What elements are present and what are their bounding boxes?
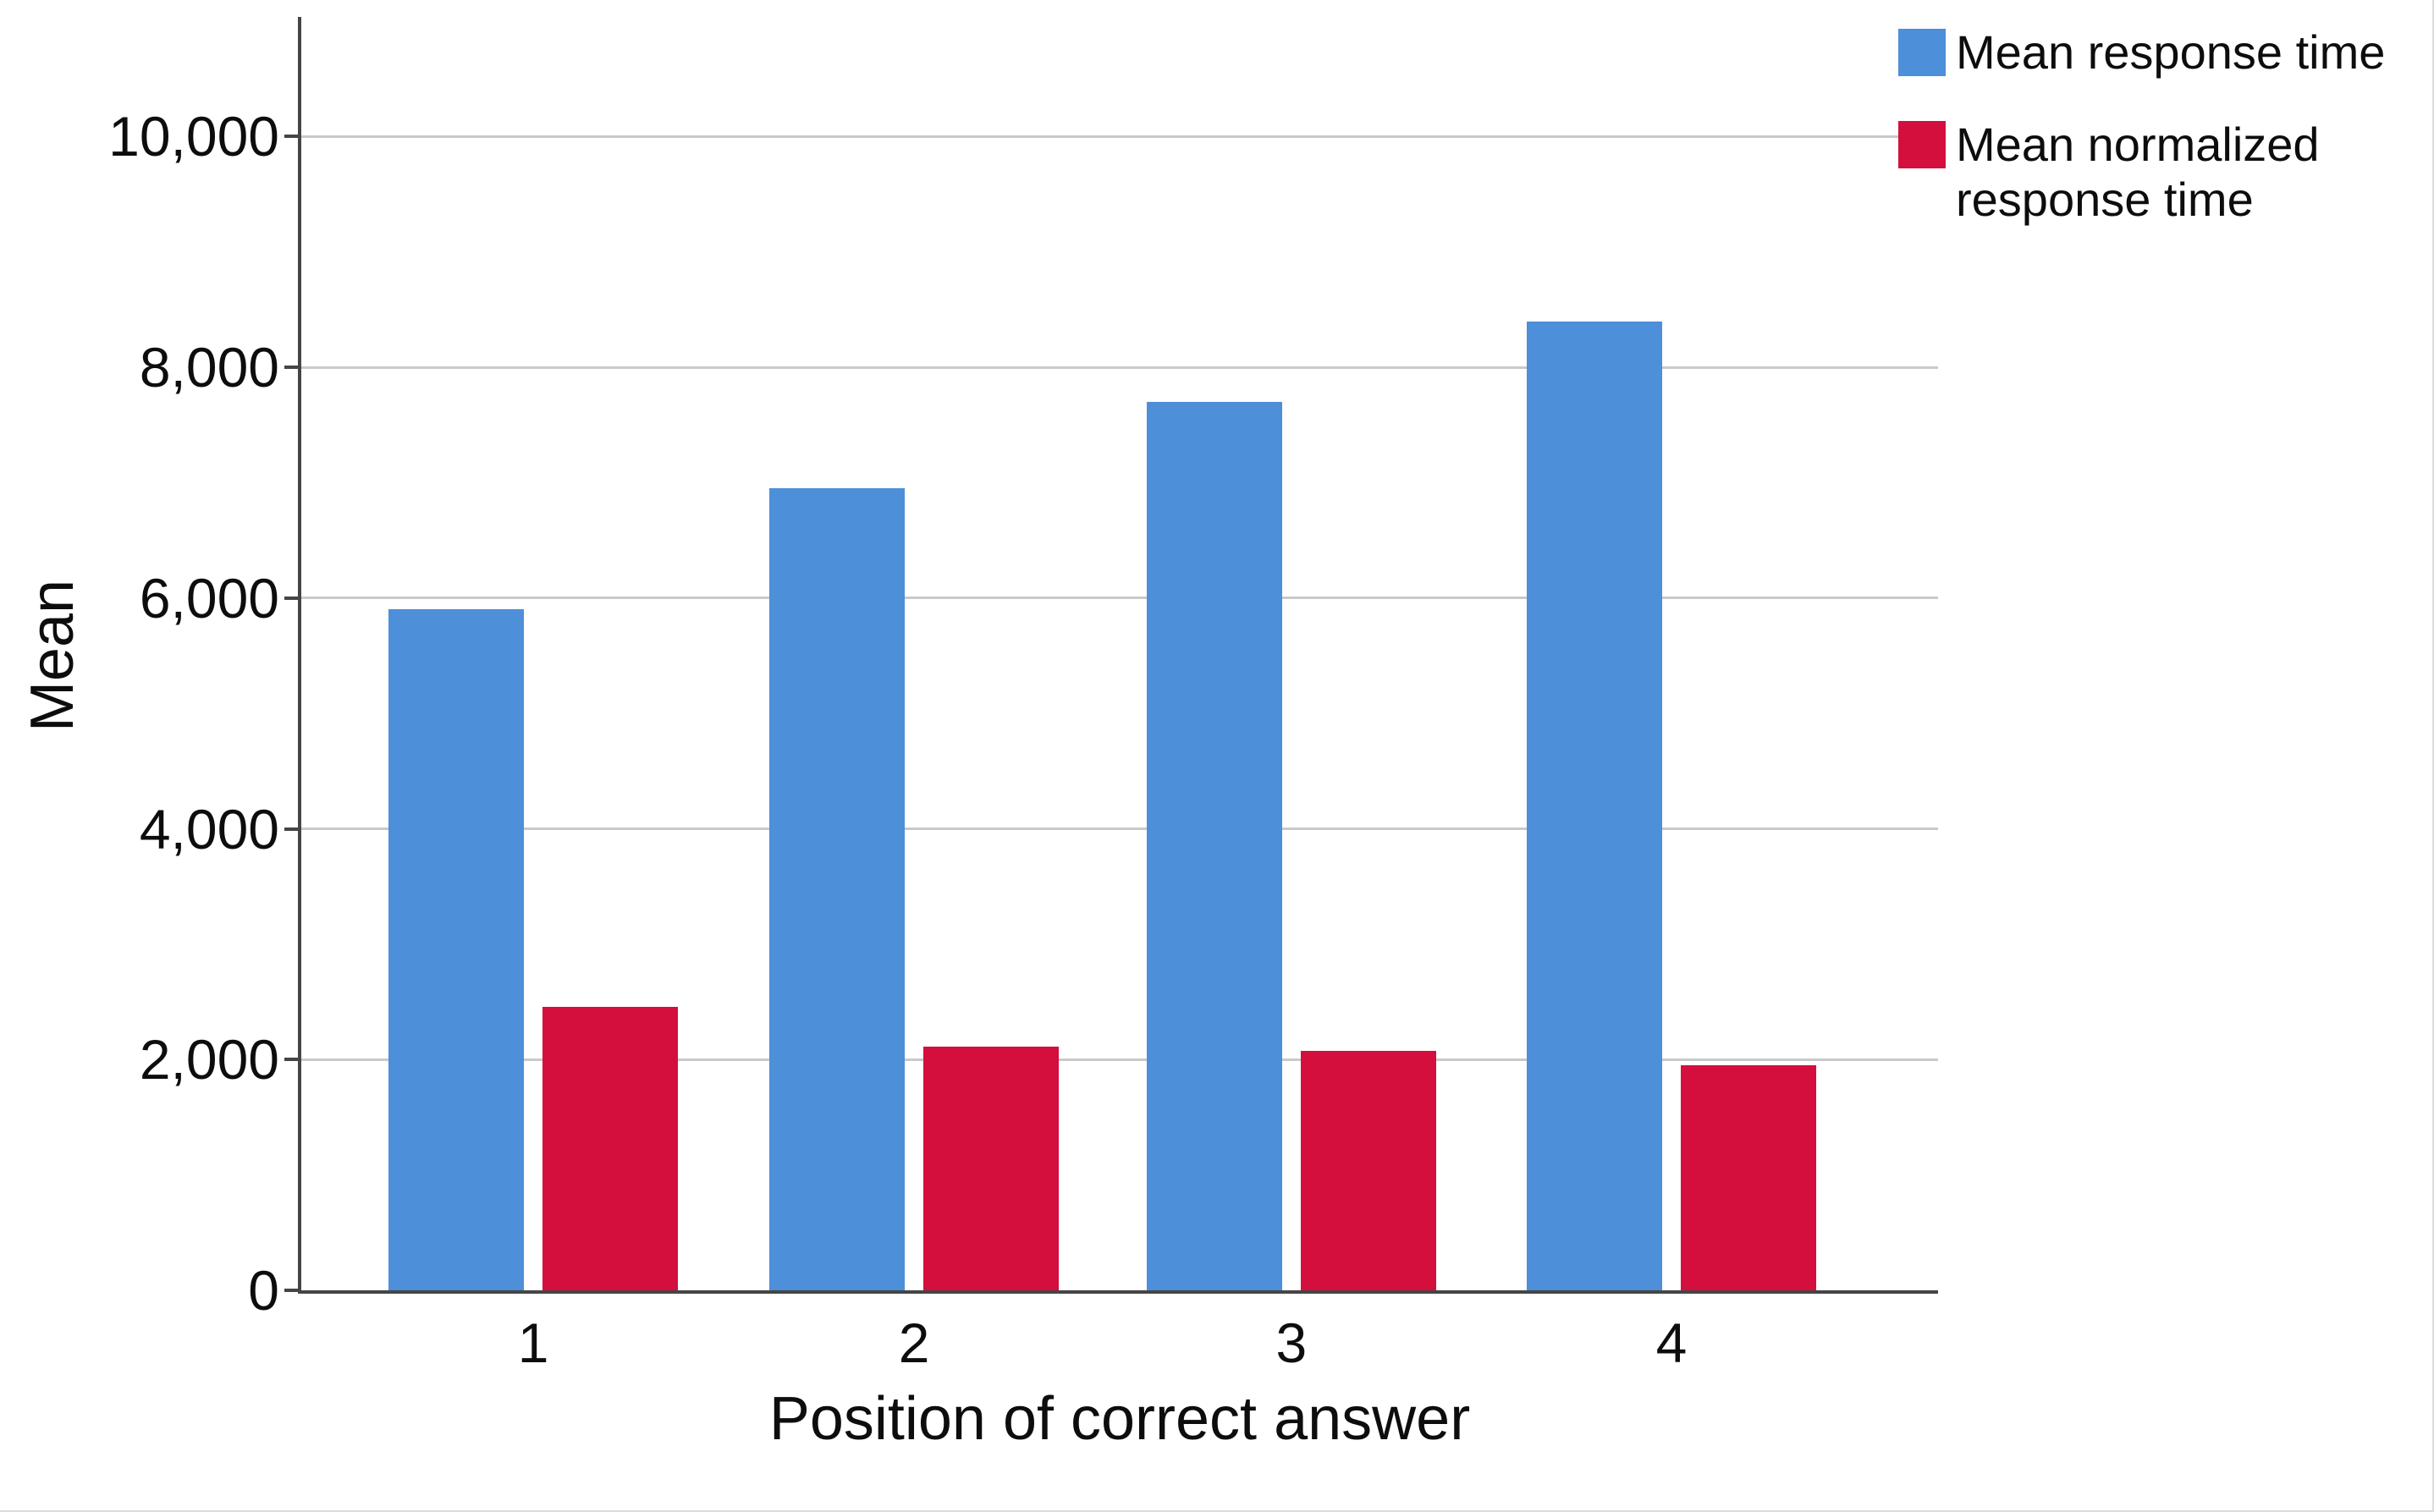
- bar-series2-category3: [1300, 1051, 1436, 1290]
- bar-series1-category4: [1526, 322, 1662, 1290]
- y-tick-mark-6000: [284, 596, 298, 600]
- y-tick-label-10000: 10,000: [108, 105, 279, 168]
- x-axis-title: Position of correct answer: [768, 1385, 1471, 1453]
- legend: Mean response time Mean normalized respon…: [1898, 25, 2432, 228]
- x-tick-label-4: 4: [1655, 1311, 1688, 1374]
- y-tick-label-2000: 2,000: [139, 1028, 279, 1091]
- x-tick-label-3: 3: [1275, 1311, 1308, 1374]
- y-tick-label-4000: 4,000: [139, 797, 279, 860]
- x-tick-label-2: 2: [898, 1311, 930, 1374]
- y-tick-label-0: 0: [248, 1259, 279, 1322]
- legend-swatch-icon: [1898, 120, 1946, 168]
- legend-swatch-icon: [1898, 29, 1946, 76]
- legend-label: Mean response time: [1956, 25, 2386, 79]
- bar-series2-category2: [923, 1047, 1060, 1290]
- y-tick-mark-8000: [284, 366, 298, 370]
- plot-area: [298, 17, 1938, 1294]
- y-tick-mark-4000: [284, 827, 298, 831]
- legend-item-2: Mean normalized response time: [1898, 118, 2432, 228]
- bar-group-2: [768, 21, 1060, 1290]
- gridline-2000: [301, 1058, 1938, 1061]
- y-axis-line: [298, 17, 301, 1290]
- y-tick-mark-10000: [284, 135, 298, 139]
- bar-series1-category1: [388, 609, 525, 1290]
- bar-group-1: [388, 21, 679, 1290]
- gridline-4000: [301, 827, 1938, 831]
- y-tick-label-8000: 8,000: [139, 336, 279, 399]
- legend-item-1: Mean response time: [1898, 25, 2432, 80]
- x-tick-label-1: 1: [517, 1311, 549, 1374]
- bar-group-3: [1146, 21, 1437, 1290]
- y-tick-label-6000: 6,000: [139, 566, 279, 630]
- legend-label: Mean normalized response time: [1956, 117, 2320, 226]
- bar-group-4: [1526, 21, 1817, 1290]
- gridline-6000: [301, 597, 1938, 600]
- gridline-8000: [301, 366, 1938, 369]
- bar-series2-category4: [1680, 1065, 1816, 1290]
- bar-series2-category1: [542, 1007, 679, 1290]
- bar-series1-category2: [769, 488, 906, 1290]
- y-tick-mark-2000: [284, 1058, 298, 1062]
- bar-series1-category3: [1146, 402, 1282, 1290]
- x-axis-line: [298, 1290, 1938, 1294]
- gridline-10000: [301, 135, 1938, 138]
- y-tick-mark-0: [284, 1289, 298, 1292]
